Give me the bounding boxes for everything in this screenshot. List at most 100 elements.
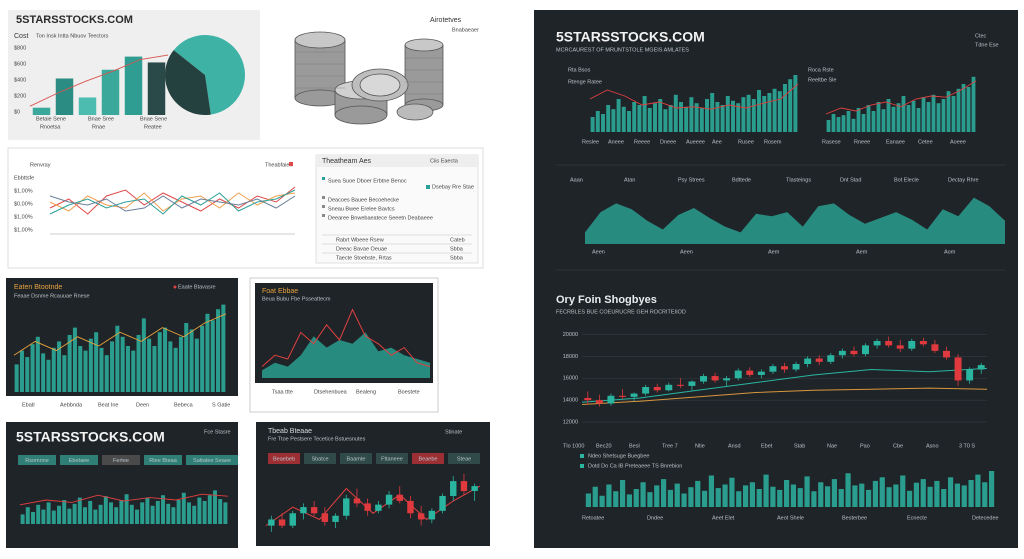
bar (150, 505, 155, 524)
button-label: Ebetaee (69, 458, 90, 464)
bar (961, 485, 967, 507)
bar (788, 79, 793, 132)
bar (859, 483, 865, 507)
bar (36, 504, 41, 524)
bar (793, 75, 798, 132)
line (13, 313, 227, 356)
category-label: Rnae (92, 124, 105, 130)
bar (168, 341, 173, 392)
button[interactable] (304, 453, 336, 464)
line (49, 186, 296, 215)
subheading: Bnabaeaer (452, 27, 479, 33)
button[interactable] (186, 455, 238, 465)
x-tick-label: Ntie (695, 443, 705, 449)
x-tick-label: Ansd (728, 443, 741, 449)
chart-subtitle: Feaae Dsnme Rcauuae Rnese (14, 293, 90, 299)
column-label: Bot Elecle (894, 177, 919, 183)
bar (119, 500, 124, 524)
bar (192, 505, 197, 524)
table-row (322, 214, 325, 217)
bar (881, 109, 886, 132)
bar (705, 99, 709, 132)
table-key: Dsebay Rre Stae (432, 184, 474, 190)
bar (663, 109, 668, 132)
bar (695, 480, 701, 507)
candle-body (439, 495, 446, 511)
bar (62, 500, 67, 524)
bar (961, 84, 966, 132)
bar (906, 105, 911, 132)
bar (88, 500, 93, 524)
category-label: Rnoetsa (40, 124, 61, 130)
bar (124, 494, 129, 524)
button[interactable] (102, 455, 140, 465)
button[interactable] (60, 455, 98, 465)
table-key-swatch (426, 185, 430, 189)
bar (599, 495, 605, 507)
bar (178, 336, 183, 392)
bar (632, 102, 637, 132)
button[interactable] (376, 453, 408, 464)
bar (57, 341, 62, 392)
candle-body (471, 486, 478, 492)
x-tick-label: Tree 7 (662, 443, 678, 449)
pie-slice (173, 34, 245, 115)
bar (708, 475, 715, 507)
x-tick-label: Rosem (764, 139, 782, 145)
bar (956, 88, 961, 132)
bar (975, 474, 981, 507)
bar (941, 99, 946, 132)
bar (197, 497, 202, 524)
bar (856, 108, 861, 132)
subtitle: MCRCAUREST OF MRUNTSTOLE MGEIS AMLATES (556, 47, 689, 53)
x-tick-label: Nae (827, 443, 837, 449)
bar (110, 341, 115, 392)
bar (891, 106, 896, 132)
candle-body (838, 350, 846, 356)
button[interactable] (18, 455, 56, 465)
bar (621, 106, 626, 132)
candle-body (375, 504, 382, 511)
bar (19, 350, 24, 392)
bar (751, 99, 756, 132)
table-text: Deacoes Bauee Becoehecke (328, 197, 399, 203)
coins-illustration (294, 31, 444, 125)
button[interactable] (268, 453, 300, 464)
y-tick-label: $1,00% (14, 188, 33, 194)
x-tick-label: Aem (768, 249, 780, 255)
bar (114, 507, 119, 524)
bar (155, 500, 160, 524)
column-label: Psy Strees (678, 177, 705, 183)
legend: Stinate (445, 429, 462, 435)
bar (783, 84, 787, 132)
bar (210, 320, 215, 392)
line (19, 493, 229, 506)
bar (595, 111, 600, 132)
button[interactable] (412, 453, 444, 464)
chart-label: Rtenge Ratee (568, 79, 602, 85)
bar (722, 484, 728, 507)
bar (640, 482, 646, 507)
candle-body (630, 393, 638, 397)
bar (954, 483, 961, 507)
bar (200, 325, 205, 392)
bar (78, 346, 83, 392)
x-tick-label: Eanaee (886, 139, 905, 145)
y-tick-label: 18000 (563, 354, 578, 360)
bar (147, 62, 166, 115)
table-cell: Taecte Stoebste, Rrtas (336, 255, 392, 261)
button[interactable] (448, 453, 480, 464)
bar (811, 491, 817, 507)
bar (184, 323, 189, 392)
bar (46, 359, 51, 392)
chart-subtitle: Fre Ttoe Pestsere Tecetice Bstuesnutes (268, 436, 366, 442)
button[interactable] (340, 453, 372, 464)
x-tick-label: Aeot Shele (777, 515, 804, 521)
bar (647, 492, 653, 507)
category-label: Bnae Sree (88, 116, 114, 122)
chart-label: Roca Rste (808, 67, 834, 73)
bar (946, 91, 951, 132)
bar (619, 480, 626, 507)
button[interactable] (144, 455, 182, 465)
